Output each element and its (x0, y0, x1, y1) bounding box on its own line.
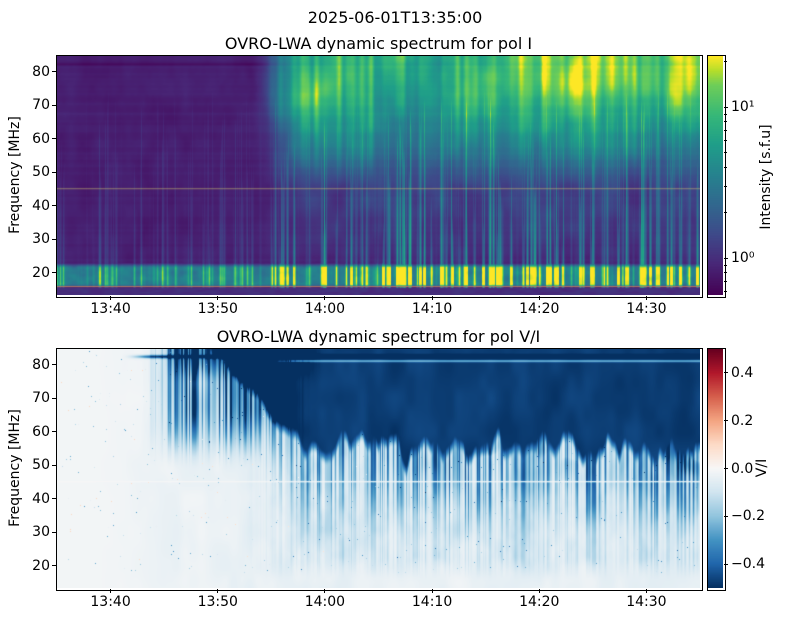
y-tick-mark (52, 565, 56, 567)
y-tick-label: 70 (32, 390, 50, 407)
pol-i-colorbar (708, 56, 723, 295)
colorbar-tick-label: 10⁰ (731, 250, 755, 267)
colorbar-minor-tick-mark (724, 113, 727, 115)
colorbar-tick-label: 0.0 (731, 460, 754, 477)
x-tick-label: 14:20 (519, 301, 560, 317)
colorbar-tick-label: −0.2 (731, 508, 765, 525)
x-tick-mark (110, 589, 112, 593)
colorbar-tick-mark (724, 563, 728, 565)
y-tick-mark (52, 238, 56, 240)
colorbar-tick-label: 10¹ (731, 99, 755, 116)
colorbar-minor-tick-mark (724, 185, 727, 187)
x-tick-mark (645, 296, 647, 300)
colorbar-tick-mark (724, 372, 728, 374)
colorbar-tick-mark (724, 515, 728, 517)
pol-vi-colorbar (708, 349, 723, 588)
pol-vi-colorbar-label: V/I (754, 458, 770, 478)
x-tick-label: 14:00 (304, 301, 346, 317)
colorbar-tick-mark (724, 106, 728, 108)
x-tick-mark (324, 589, 326, 593)
x-tick-mark (217, 296, 219, 300)
y-tick-label: 30 (32, 524, 50, 541)
colorbar-minor-tick-mark (724, 166, 727, 168)
y-tick-mark (52, 138, 56, 140)
colorbar-minor-tick-mark (724, 291, 727, 293)
pol-vi-colorbar-frame (707, 348, 726, 591)
y-tick-mark (52, 531, 56, 533)
y-tick-label: 50 (32, 164, 50, 181)
y-tick-label: 20 (32, 264, 50, 281)
x-tick-label: 14:30 (626, 301, 667, 317)
x-tick-mark (431, 589, 433, 593)
x-tick-label: 14:10 (411, 594, 453, 610)
x-tick-label: 14:10 (411, 301, 453, 317)
y-tick-label: 80 (32, 63, 50, 80)
y-tick-mark (52, 397, 56, 399)
x-tick-mark (645, 589, 647, 593)
colorbar-minor-tick-mark (724, 61, 727, 63)
pol-i-spectrogram (57, 56, 700, 295)
y-tick-label: 40 (32, 197, 50, 214)
figure-suptitle: 2025-06-01T13:35:00 (307, 8, 483, 27)
x-tick-label: 14:00 (304, 594, 346, 610)
y-tick-mark (52, 464, 56, 466)
x-tick-mark (324, 296, 326, 300)
pol-i-colorbar-frame (707, 55, 726, 298)
pol-i-colorbar-label: Intensity [s.f.u] (758, 124, 774, 230)
y-tick-label: 60 (32, 423, 50, 440)
y-tick-label: 80 (32, 356, 50, 373)
x-tick-label: 13:40 (90, 594, 131, 610)
colorbar-tick-mark (724, 257, 728, 259)
colorbar-minor-tick-mark (724, 130, 727, 131)
x-tick-label: 13:50 (197, 301, 238, 317)
y-tick-label: 30 (32, 231, 50, 248)
x-tick-mark (217, 589, 219, 593)
colorbar-tick-mark (724, 420, 728, 422)
colorbar-minor-tick-mark (724, 272, 727, 274)
colorbar-tick-mark (724, 468, 728, 469)
colorbar-minor-tick-mark (724, 140, 727, 142)
x-tick-mark (538, 589, 540, 593)
y-tick-mark (52, 71, 56, 73)
y-tick-mark (52, 272, 56, 274)
x-tick-label: 14:20 (519, 594, 560, 610)
x-tick-mark (110, 296, 112, 300)
y-tick-label: 20 (32, 557, 50, 574)
y-tick-mark (52, 171, 56, 173)
y-tick-label: 60 (32, 130, 50, 147)
y-tick-label: 40 (32, 490, 50, 507)
y-tick-mark (52, 498, 56, 500)
x-tick-label: 13:50 (197, 594, 238, 610)
colorbar-minor-tick-mark (724, 264, 727, 266)
pol-i-spectrogram-frame (56, 55, 703, 298)
colorbar-tick-label: 0.4 (731, 364, 754, 381)
y-tick-label: 50 (32, 457, 50, 474)
y-tick-mark (52, 205, 56, 207)
y-tick-mark (52, 104, 56, 106)
colorbar-tick-label: −0.4 (731, 556, 765, 573)
colorbar-minor-tick-mark (724, 212, 727, 214)
y-tick-mark (52, 364, 56, 366)
colorbar-tick-label: 0.2 (731, 412, 754, 429)
pol-vi-spectrogram-frame (56, 348, 703, 591)
pol-vi-panel-title: OVRO-LWA dynamic spectrum for pol V/I (216, 327, 541, 346)
x-tick-label: 13:40 (90, 301, 131, 317)
pol-i-panel-title: OVRO-LWA dynamic spectrum for pol I (224, 34, 533, 53)
x-tick-mark (538, 296, 540, 300)
y-tick-label: 70 (32, 97, 50, 114)
x-tick-mark (431, 296, 433, 300)
colorbar-minor-tick-mark (724, 121, 727, 123)
colorbar-minor-tick-mark (724, 281, 727, 283)
y-tick-mark (52, 431, 56, 433)
colorbar-minor-tick-mark (724, 152, 727, 154)
pol-vi-spectrogram (57, 349, 700, 588)
x-tick-label: 14:30 (626, 594, 667, 610)
